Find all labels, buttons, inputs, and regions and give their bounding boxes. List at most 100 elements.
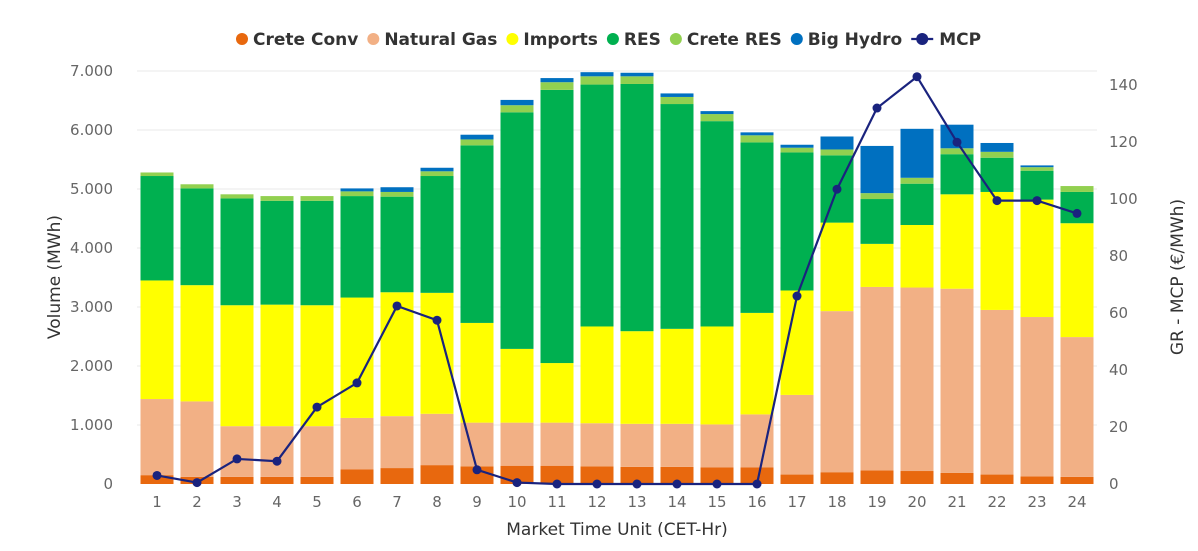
x-tick-label: 3 <box>232 493 242 511</box>
bar-crete-conv <box>260 476 294 484</box>
bar-crete-conv <box>460 466 494 484</box>
bar-crete-res <box>140 172 174 177</box>
mcp-point <box>992 196 1002 206</box>
bar-crete-res <box>260 196 294 201</box>
bar-crete-res <box>220 194 254 199</box>
bar-natural-gas <box>700 424 734 468</box>
mcp-point <box>912 72 922 82</box>
bar-crete-conv <box>1060 476 1094 484</box>
bar-crete-conv <box>820 472 854 484</box>
bar-big-hydro <box>500 99 534 106</box>
bar-crete-res <box>780 147 814 153</box>
bar-crete-conv <box>580 466 614 484</box>
x-tick-label: 7 <box>392 493 402 511</box>
bar-res <box>740 142 774 313</box>
bar-imports <box>900 224 934 288</box>
bar-crete-conv <box>940 472 974 484</box>
bar-res <box>780 152 814 291</box>
bar-big-hydro <box>380 187 414 192</box>
bar-crete-conv <box>1020 476 1054 484</box>
legend-marker-big-hydro <box>790 33 803 45</box>
gridlines <box>137 70 1097 426</box>
x-tick-label: 2 <box>192 493 202 511</box>
mcp-point <box>832 184 842 194</box>
legend-label: Big Hydro <box>808 30 902 50</box>
x-tick-label: 12 <box>587 493 606 511</box>
x-tick-label: 21 <box>947 493 966 511</box>
y-left-tick-label: 6.000 <box>70 121 113 139</box>
bar-crete-res <box>180 184 214 189</box>
bar-crete-res <box>380 191 414 197</box>
bar-crete-conv <box>980 474 1014 484</box>
bar-res <box>300 200 334 306</box>
bar-big-hydro <box>620 72 654 77</box>
y-left-tick-label: 3.000 <box>70 298 113 316</box>
bar-imports <box>820 222 854 312</box>
x-tick-label: 22 <box>987 493 1006 511</box>
x-tick-label: 6 <box>352 493 362 511</box>
bar-natural-gas <box>580 423 614 467</box>
y-axis-left-title: Volume (MWh) <box>45 215 65 339</box>
x-tick-label: 14 <box>667 493 686 511</box>
mcp-point <box>1032 196 1042 206</box>
legend-label: MCP <box>939 30 981 50</box>
bar-crete-res <box>1020 167 1054 171</box>
bar-natural-gas <box>980 309 1014 475</box>
bar-big-hydro <box>740 132 774 136</box>
bar-crete-res <box>300 196 334 201</box>
bar-res <box>620 83 654 332</box>
bar-natural-gas <box>340 417 374 470</box>
bar-crete-res <box>340 191 374 197</box>
x-tick-label: 19 <box>867 493 886 511</box>
bar-big-hydro <box>460 134 494 140</box>
legend-label: Crete RES <box>687 30 782 50</box>
bar-big-hydro <box>820 136 854 150</box>
bar-natural-gas <box>660 423 694 467</box>
bar-imports <box>220 305 254 427</box>
y-axis-right-title: GR - MCP (€/MWh) <box>1168 199 1188 355</box>
y-right-tick-label: 60 <box>1109 304 1128 322</box>
bar-natural-gas <box>1020 317 1054 477</box>
bar-crete-res <box>620 76 654 84</box>
bar-imports <box>700 326 734 425</box>
bar-res <box>260 200 294 305</box>
y-left-tick-label: 0 <box>103 475 113 493</box>
bar-big-hydro <box>900 128 934 178</box>
mcp-point <box>632 479 642 489</box>
mcp-point <box>192 478 202 488</box>
bar-imports <box>1020 199 1054 318</box>
bar-crete-conv <box>900 471 934 484</box>
bar-res <box>340 196 374 298</box>
y-right-tick-label: 20 <box>1109 418 1128 436</box>
mcp-point <box>512 478 522 488</box>
x-tick-label: 5 <box>312 493 322 511</box>
bar-natural-gas <box>420 413 454 466</box>
x-tick-label: 24 <box>1067 493 1086 511</box>
bar-natural-gas <box>1060 337 1094 477</box>
bar-crete-conv <box>780 474 814 484</box>
bar-res <box>140 176 174 281</box>
bar-res <box>380 196 414 293</box>
bar-imports <box>540 363 574 423</box>
bar-natural-gas <box>260 426 294 477</box>
y-right-tick-label: 140 <box>1109 76 1138 94</box>
legend-label: RES <box>624 30 661 50</box>
bar-crete-conv <box>340 469 374 484</box>
y-right-tick-label: 80 <box>1109 247 1128 265</box>
bar-big-hydro <box>420 167 454 172</box>
bar-res <box>1060 191 1094 224</box>
mcp-point <box>872 103 882 113</box>
bar-natural-gas <box>620 423 654 467</box>
y-left-tick-label: 5.000 <box>70 180 113 198</box>
bar-crete-res <box>860 193 894 200</box>
bar-big-hydro <box>580 72 614 77</box>
mcp-point <box>232 454 242 464</box>
y-right-tick-label: 100 <box>1109 190 1138 208</box>
legend-marker-imports <box>506 33 519 45</box>
bar-natural-gas <box>500 422 534 466</box>
bar-res <box>860 199 894 244</box>
bar-big-hydro <box>1020 165 1054 168</box>
mcp-point <box>312 402 322 412</box>
